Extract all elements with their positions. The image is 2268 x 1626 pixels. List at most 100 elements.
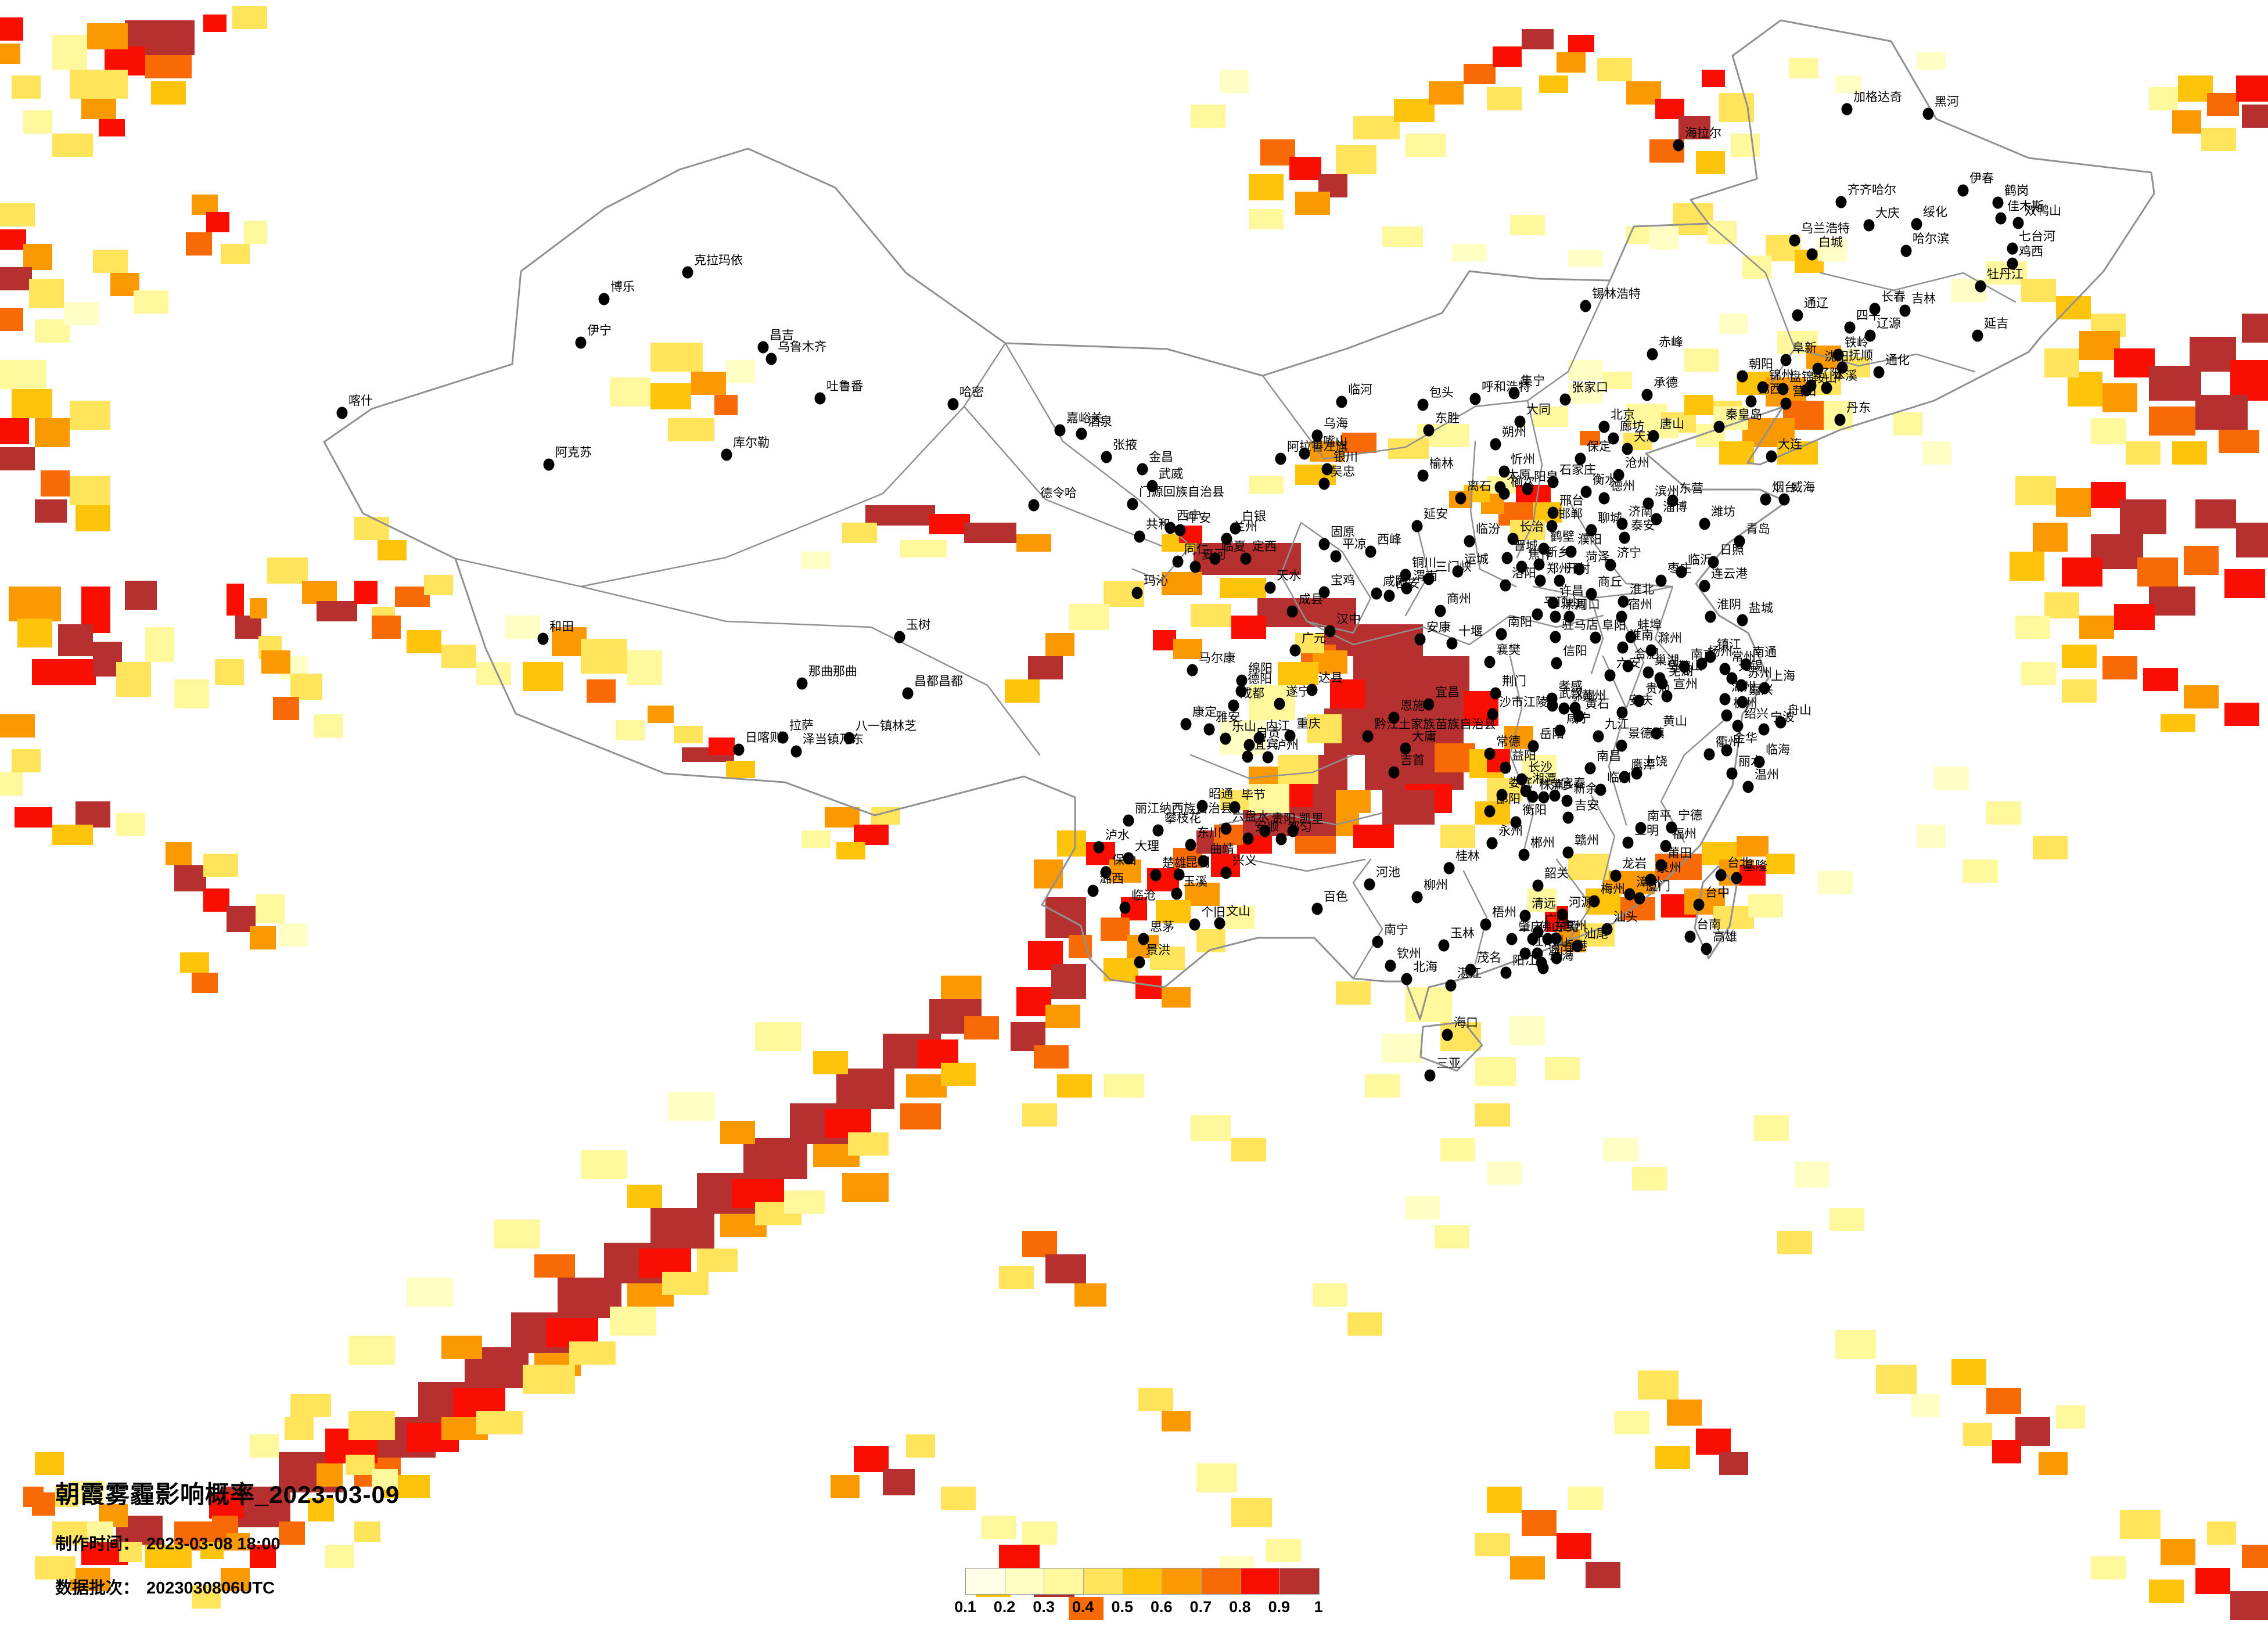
city-label: 绥化	[1923, 206, 1947, 219]
heat-cell	[2044, 592, 2079, 618]
city-dot	[796, 677, 808, 690]
city-label: 宝鸡	[1331, 574, 1355, 587]
city-label: 泉州	[1657, 861, 1681, 875]
city-dot	[1173, 868, 1185, 881]
city-dot	[1364, 878, 1375, 891]
city-dot	[1464, 535, 1475, 548]
city-label: 江门	[1532, 935, 1556, 948]
city-label: 牡丹江	[1987, 268, 2023, 281]
city-label: 泰安	[1631, 519, 1655, 533]
city-label: 清远	[1532, 897, 1556, 911]
city-dot	[1863, 219, 1875, 232]
city-dot	[1516, 560, 1527, 573]
city-dot	[1484, 656, 1496, 668]
city-dot	[1550, 610, 1561, 623]
city-dot	[1383, 589, 1395, 602]
city-label: 佛山	[1539, 920, 1563, 934]
city-dot	[1455, 492, 1467, 505]
heat-cell	[726, 360, 755, 383]
city-label: 海拉尔	[1685, 127, 1721, 140]
city-dot	[1745, 395, 1757, 408]
heat-cell	[1539, 75, 1568, 93]
heat-cell	[1231, 1498, 1272, 1527]
city-label: 恩施	[1400, 699, 1425, 713]
heat-cell	[93, 250, 128, 273]
heat-cell	[616, 720, 645, 740]
city-dot	[1519, 947, 1531, 960]
city-label: 哈密	[959, 386, 984, 399]
heat-cell	[1005, 679, 1040, 703]
heat-cell	[2161, 714, 2195, 732]
city-label: 金昌	[1149, 451, 1173, 464]
city-label: 岳阳	[1540, 728, 1564, 741]
heat-cell	[1173, 639, 1202, 659]
city-label: 文山	[1226, 905, 1250, 918]
city-dot	[1551, 952, 1562, 965]
heat-cell	[1696, 151, 1725, 174]
city-label: 安庆	[1629, 694, 1653, 707]
city-label: 梅州	[1601, 883, 1625, 896]
heat-cell	[906, 1434, 935, 1458]
legend-tick: 0.5	[1111, 1598, 1133, 1616]
city-label: 长沙	[1528, 761, 1552, 774]
city-label: 海口	[1454, 1016, 1478, 1030]
heat-cell	[1028, 656, 1063, 679]
heat-cell	[1951, 1359, 1986, 1385]
heat-cell	[1406, 1196, 1440, 1220]
city-dot	[765, 352, 777, 365]
heat-cell	[372, 1469, 398, 1490]
production-time-value: 2023-03-08 18:00	[146, 1535, 281, 1553]
city-label: 丹东	[1846, 401, 1871, 415]
city-label: 锡林浩特	[1592, 287, 1641, 301]
heat-cell	[1754, 1115, 1789, 1141]
heat-cell	[2091, 418, 2126, 444]
city-dot	[1836, 361, 1848, 374]
city-label: 泸州	[1274, 739, 1299, 752]
heat-cell	[166, 842, 192, 865]
heat-cell	[801, 830, 831, 848]
city-label: 淮阴	[1717, 598, 1741, 611]
city-label: 杭州	[1733, 697, 1757, 710]
city-dot	[1648, 430, 1659, 443]
heat-cell	[755, 1022, 801, 1051]
city-dot	[1972, 329, 1983, 342]
city-label: 双鸭山	[2025, 204, 2061, 218]
city-dot	[1575, 452, 1586, 465]
city-label: 白城	[1818, 236, 1843, 249]
city-dot	[1633, 695, 1645, 707]
title-block: 朝霞雾霾影响概率_2023-03-09 制作时间： 2023-03-08 18:0…	[55, 1475, 400, 1599]
heat-cell	[348, 1336, 395, 1365]
city-label: 基隆	[1743, 859, 1767, 873]
city-dot	[1557, 908, 1568, 921]
legend-color-cell	[1005, 1569, 1045, 1594]
heat-cell	[1249, 476, 1284, 494]
city-dot	[1742, 780, 1754, 793]
city-dot	[1647, 348, 1658, 361]
city-label: 乌兰浩特	[1801, 222, 1850, 235]
city-dot	[1719, 693, 1731, 706]
city-dot	[1992, 196, 2004, 209]
heat-cell	[23, 110, 52, 134]
heat-cell	[1922, 441, 1951, 465]
heat-cell	[1615, 1411, 1649, 1434]
city-label: 玉溪	[1183, 875, 1207, 888]
city-dot	[1236, 674, 1248, 687]
city-dot	[1318, 477, 1330, 490]
heat-cell	[784, 1190, 825, 1214]
city-label: 昌吉	[770, 329, 794, 342]
heat-cell	[1719, 314, 1748, 334]
heat-cell	[1313, 1283, 1347, 1307]
heat-cell	[2114, 348, 2155, 377]
city-label: 天津	[1634, 430, 1658, 444]
heat-cell	[1313, 650, 1347, 674]
city-label: 临夏	[1221, 540, 1246, 553]
city-label: 东川	[1197, 826, 1221, 840]
heat-cell	[354, 1521, 380, 1542]
city-label: 蚌埠	[1637, 618, 1662, 632]
heat-cell	[1986, 1388, 2021, 1414]
city-label: 成都	[1240, 687, 1264, 700]
heat-cell	[2062, 645, 2097, 668]
city-label: 驻马店	[1562, 618, 1598, 632]
city-dot	[1550, 631, 1561, 643]
city-dot	[1264, 581, 1276, 594]
